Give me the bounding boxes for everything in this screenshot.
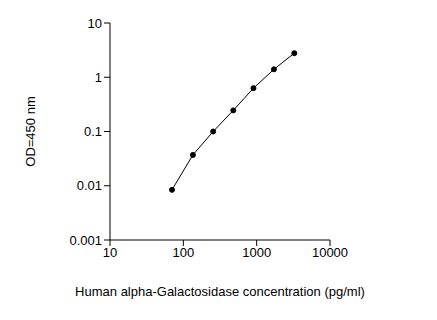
svg-text:1000: 1000: [242, 245, 271, 260]
svg-text:10: 10: [88, 16, 102, 31]
svg-text:100: 100: [172, 245, 194, 260]
svg-text:0.1: 0.1: [84, 124, 102, 139]
svg-text:10000: 10000: [312, 245, 348, 260]
svg-text:1: 1: [95, 70, 102, 85]
svg-text:0.01: 0.01: [77, 178, 102, 193]
svg-text:10: 10: [103, 245, 117, 260]
svg-text:OD=450 nm: OD=450 nm: [23, 96, 38, 166]
svg-text:Human alpha-Galactosidase conc: Human alpha-Galactosidase concentration …: [75, 284, 365, 299]
svg-text:0.001: 0.001: [69, 233, 102, 248]
